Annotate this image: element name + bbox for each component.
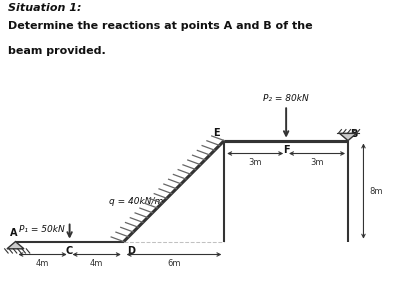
Text: Situation 1:: Situation 1: xyxy=(8,3,81,13)
Text: 4m: 4m xyxy=(90,259,103,268)
Text: 3m: 3m xyxy=(248,158,261,167)
Text: E: E xyxy=(213,128,219,138)
Text: 6m: 6m xyxy=(167,259,180,268)
Text: F: F xyxy=(282,145,289,155)
Polygon shape xyxy=(7,242,24,249)
Text: P₁ = 50kN: P₁ = 50kN xyxy=(19,225,65,234)
Text: beam provided.: beam provided. xyxy=(8,46,106,56)
Text: 3m: 3m xyxy=(309,158,323,167)
Text: 4m: 4m xyxy=(36,259,49,268)
Text: Determine the reactions at points A and B of the: Determine the reactions at points A and … xyxy=(8,21,312,31)
Polygon shape xyxy=(339,133,356,141)
Text: q = 40kN/m: q = 40kN/m xyxy=(109,197,162,206)
Text: A: A xyxy=(10,228,17,238)
Text: 8m: 8m xyxy=(369,187,382,196)
Text: P₂ = 80kN: P₂ = 80kN xyxy=(262,94,308,103)
Text: D: D xyxy=(126,246,134,256)
Text: B: B xyxy=(349,129,356,139)
Text: C: C xyxy=(66,246,73,256)
